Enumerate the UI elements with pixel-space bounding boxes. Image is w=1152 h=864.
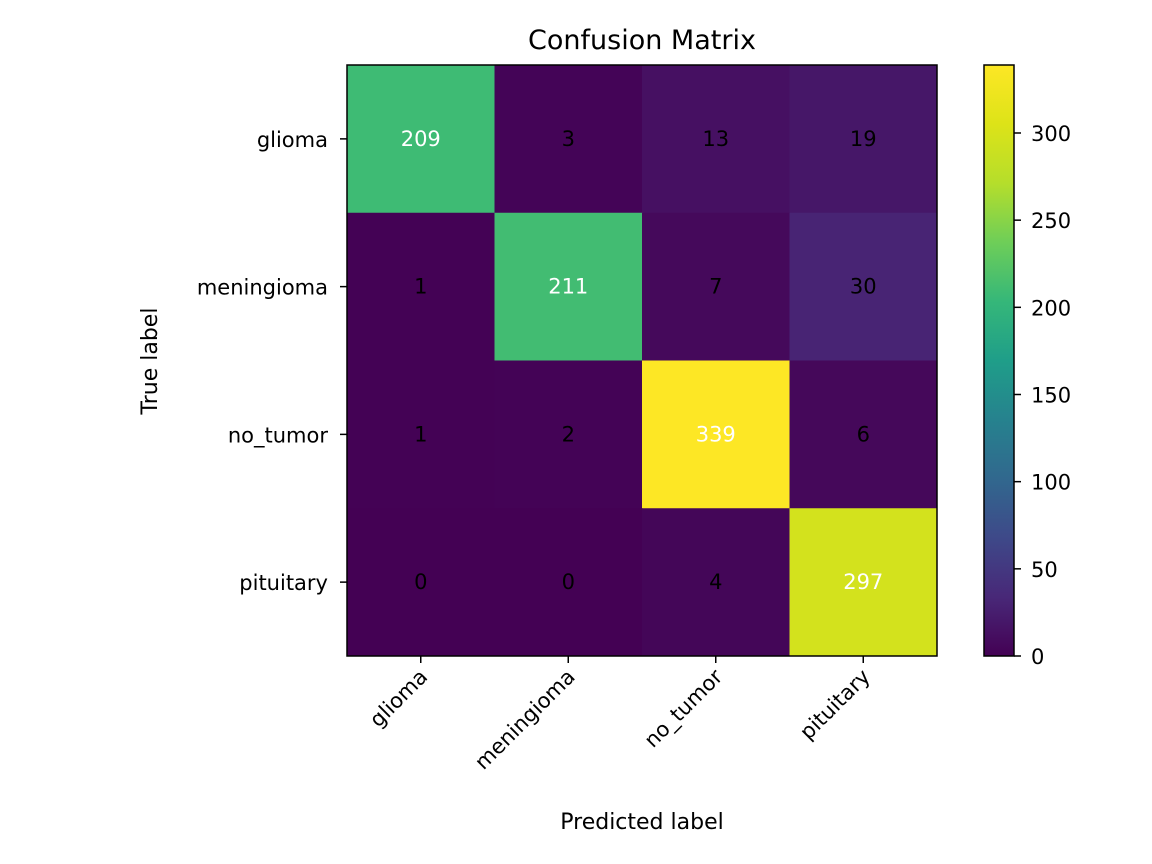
cell-value-label: 0 [414,570,427,594]
heatmap-cell [347,212,495,361]
x-axis-ticks: glioma meningioma no_tumor pituitary [365,656,875,774]
heatmap-cell [347,508,495,657]
cell-value-label: 30 [850,275,877,299]
cell-value-label: 211 [548,275,588,299]
colorbar-ticks: 0 50 100 150 200 250 300 [1014,122,1071,669]
colorbar [984,65,1014,656]
colorbar-tick-label: 300 [1031,122,1071,146]
heatmap-cell [642,508,790,657]
colorbar-tick-label: 0 [1031,645,1044,669]
plot-frame [346,64,938,657]
x-axis-label: Predicted label [560,810,723,835]
y-tick-label: no_tumor [228,423,329,448]
cell-value-label: 7 [709,275,722,299]
heatmap-cell [789,360,938,509]
heatmap-cell [642,65,790,214]
cell-value-label: 19 [850,127,877,151]
cell-value-label: 2 [562,422,575,446]
cell-value-label: 1 [414,422,427,446]
heatmap-cell [789,212,938,361]
y-tick-label: pituitary [239,571,328,595]
chart-title: Confusion Matrix [528,25,756,56]
colorbar-tick-label: 100 [1031,471,1071,495]
cell-value-label: 297 [843,570,883,594]
heatmap-cell [494,65,643,214]
colorbar-frame [983,64,1015,657]
cell-value-label: 6 [857,422,870,446]
heatmap-cell [494,212,643,361]
cell-value-label: 1 [414,275,427,299]
heatmap-cell [494,508,643,657]
cell-value-label: 3 [562,127,575,151]
heatmap-cell [642,360,790,509]
x-tick-label: no_tumor [640,664,729,753]
cell-value-label: 209 [401,127,441,151]
colorbar-tick-label: 50 [1031,558,1058,582]
heatmap-cell [347,65,495,214]
colorbar-tick-label: 250 [1031,209,1071,233]
cell-value-label: 4 [709,570,722,594]
heatmap-cell [642,212,790,361]
colorbar-tick-label: 200 [1031,296,1071,320]
heatmap-cell [494,360,643,509]
y-tick-label: glioma [257,128,328,152]
x-tick-label: pituitary [795,665,875,745]
heatmap-cell [347,360,495,509]
y-axis-ticks: glioma meningioma no_tumor pituitary [197,128,347,595]
y-tick-label: meningioma [197,276,328,300]
x-tick-label: meningioma [470,665,580,775]
x-tick-label: glioma [365,665,432,732]
cell-value-label: 13 [702,127,729,151]
heatmap-cells [347,65,938,657]
heatmap-cell [789,508,938,657]
cell-value-label: 0 [562,570,575,594]
cell-value-label: 339 [696,422,736,446]
heatmap-cell [789,65,938,214]
heatmap-cell-labels: 209 3 13 19 1 211 7 30 1 2 339 6 0 0 4 297 [401,127,884,594]
colorbar-tick-label: 150 [1031,383,1071,407]
y-axis-label: True label [138,308,163,416]
